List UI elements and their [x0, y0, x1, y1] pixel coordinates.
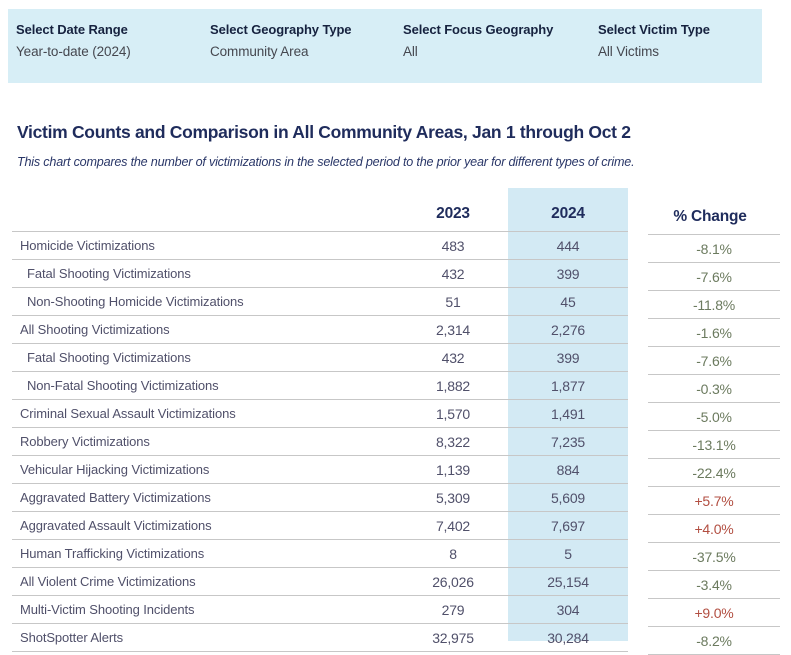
column-header-2024: 2024: [551, 205, 585, 222]
percent-change-cell[interactable]: -8.2%: [648, 626, 780, 655]
value-2023[interactable]: 1,570: [435, 405, 471, 422]
row-label[interactable]: Homicide Victimizations: [20, 238, 155, 253]
value-2024[interactable]: 1,877: [550, 377, 586, 394]
value-2024[interactable]: 304: [556, 601, 580, 618]
value-2023[interactable]: 7,402: [435, 517, 471, 534]
value-2024[interactable]: 884: [556, 461, 580, 478]
value-2023[interactable]: 8: [449, 545, 457, 562]
value-2023[interactable]: 32,975: [432, 629, 474, 646]
percent-change-cell[interactable]: +4.0%: [648, 514, 780, 542]
value-2024[interactable]: 7,697: [550, 517, 586, 534]
row-label[interactable]: Vehicular Hijacking Victimizations: [20, 462, 210, 477]
row-label[interactable]: Human Trafficking Victimizations: [20, 546, 205, 561]
value-2024[interactable]: 25,154: [547, 573, 589, 590]
value-2024[interactable]: 7,235: [550, 433, 586, 450]
value-2023[interactable]: 432: [441, 349, 465, 366]
filter-geography-type: Select Geography Type Community Area: [210, 22, 352, 59]
value-2023[interactable]: 8,322: [435, 433, 471, 450]
row-label[interactable]: Criminal Sexual Assault Victimizations: [20, 406, 236, 421]
value-2024[interactable]: 2,276: [550, 321, 586, 338]
percent-change-cell[interactable]: -8.1%: [648, 234, 780, 262]
filter-label: Select Date Range: [16, 22, 128, 37]
row-label[interactable]: All Shooting Victimizations: [20, 322, 170, 337]
percent-change-cell[interactable]: -3.4%: [648, 570, 780, 598]
percent-change-cell[interactable]: -1.6%: [648, 318, 780, 346]
table-row[interactable]: Human Trafficking Victimizations 8 5: [12, 539, 628, 567]
percent-change-cell[interactable]: -7.6%: [648, 346, 780, 374]
percent-change-cell[interactable]: -22.4%: [648, 458, 780, 486]
value-2023[interactable]: 51: [445, 293, 461, 310]
column-header-change: % Change: [673, 208, 747, 225]
table-row[interactable]: Fatal Shooting Victimizations 432 399: [12, 259, 628, 287]
page-subtitle: This chart compares the number of victim…: [17, 155, 635, 169]
table-row[interactable]: All Violent Crime Victimizations 26,026 25…: [12, 567, 628, 595]
filter-victim-type: Select Victim Type All Victims: [598, 22, 710, 59]
percent-change-cell[interactable]: -0.3%: [648, 374, 780, 402]
value-2024[interactable]: 444: [556, 237, 580, 254]
value-2024[interactable]: 5,609: [550, 489, 586, 506]
table-row[interactable]: Criminal Sexual Assault Victimizations 1,…: [12, 399, 628, 427]
table-row[interactable]: All Shooting Victimizations 2,314 2,276: [12, 315, 628, 343]
filter-bar: Select Date Range Year-to-date (2024) Se…: [8, 9, 762, 83]
row-label[interactable]: Multi-Victim Shooting Incidents: [20, 602, 195, 617]
value-2024[interactable]: 30,284: [547, 629, 589, 646]
table-row[interactable]: Aggravated Assault Victimizations 7,402 7,…: [12, 511, 628, 539]
value-2023[interactable]: 1,882: [435, 377, 471, 394]
value-2023[interactable]: 26,026: [432, 573, 474, 590]
row-label[interactable]: Aggravated Assault Victimizations: [20, 518, 212, 533]
value-2023[interactable]: 483: [441, 237, 465, 254]
table-row[interactable]: Robbery Victimizations 8,322 7,235: [12, 427, 628, 455]
row-label[interactable]: Fatal Shooting Victimizations: [27, 266, 191, 281]
value-2023[interactable]: 2,314: [435, 321, 471, 338]
row-label[interactable]: Non-Fatal Shooting Victimizations: [27, 378, 219, 393]
table-row[interactable]: Homicide Victimizations 483 444: [12, 231, 628, 259]
percent-change-cell[interactable]: -37.5%: [648, 542, 780, 570]
percent-change-cell[interactable]: -11.8%: [648, 290, 780, 318]
filter-label: Select Focus Geography: [403, 22, 554, 37]
page-title: Victim Counts and Comparison in All Comm…: [17, 122, 631, 142]
table-row[interactable]: Non-Fatal Shooting Victimizations 1,882 1,…: [12, 371, 628, 399]
value-2023[interactable]: 279: [441, 601, 465, 618]
table-row[interactable]: Multi-Victim Shooting Incidents 279 304: [12, 595, 628, 623]
value-2024[interactable]: 1,491: [550, 405, 586, 422]
value-2023[interactable]: 432: [441, 265, 465, 282]
row-label[interactable]: Fatal Shooting Victimizations: [27, 350, 191, 365]
table-row[interactable]: Fatal Shooting Victimizations 432 399: [12, 343, 628, 371]
row-label[interactable]: Aggravated Battery Victimizations: [20, 490, 211, 505]
table-row[interactable]: ShotSpotter Alerts 32,975 30,284: [12, 623, 628, 652]
percent-change-cell[interactable]: +5.7%: [648, 486, 780, 514]
filter-label: Select Victim Type: [598, 22, 710, 37]
value-2024[interactable]: 399: [556, 349, 580, 366]
filter-focus-geography: Select Focus Geography All: [403, 22, 553, 59]
column-header-2023: 2023: [436, 205, 470, 222]
row-label[interactable]: Robbery Victimizations: [20, 434, 150, 449]
table-row[interactable]: Vehicular Hijacking Victimizations 1,139 8…: [12, 455, 628, 483]
filter-geography-type-value[interactable]: Community Area: [210, 44, 309, 59]
percent-change-cell[interactable]: -13.1%: [648, 430, 780, 458]
filter-focus-geography-value[interactable]: All: [403, 44, 418, 59]
value-2024[interactable]: 399: [556, 265, 580, 282]
value-2023[interactable]: 5,309: [435, 489, 471, 506]
filter-victim-type-value[interactable]: All Victims: [598, 44, 659, 59]
value-2024[interactable]: 45: [560, 293, 576, 310]
table-row[interactable]: Aggravated Battery Victimizations 5,309 5,…: [12, 483, 628, 511]
percent-change-cell[interactable]: +9.0%: [648, 598, 780, 626]
value-2023[interactable]: 1,139: [435, 461, 471, 478]
row-label[interactable]: ShotSpotter Alerts: [20, 630, 123, 645]
percent-change-column: -8.1% -7.6% -11.8% -1.6% -7.6% -0.3% -5.0% -13.…: [648, 234, 780, 655]
row-label[interactable]: All Violent Crime Victimizations: [20, 574, 196, 589]
victim-counts-table: Homicide Victimizations 483 444 Fatal Shoot…: [12, 231, 628, 652]
filter-date-range: Select Date Range Year-to-date (2024): [16, 22, 131, 59]
row-label[interactable]: Non-Shooting Homicide Victimizations: [27, 294, 244, 309]
highlight-column-2024: [508, 188, 628, 641]
filter-date-range-value[interactable]: Year-to-date (2024): [16, 44, 131, 59]
value-2024[interactable]: 5: [564, 545, 572, 562]
percent-change-cell[interactable]: -5.0%: [648, 402, 780, 430]
table-row[interactable]: Non-Shooting Homicide Victimizations 51 45: [12, 287, 628, 315]
percent-change-cell[interactable]: -7.6%: [648, 262, 780, 290]
filter-label: Select Geography Type: [210, 22, 352, 37]
